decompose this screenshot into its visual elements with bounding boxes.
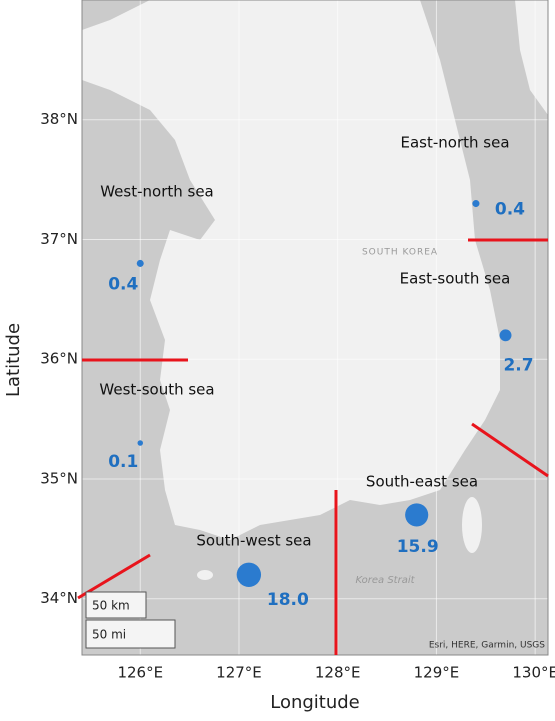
scale-label: 50 km [92,599,130,613]
value-label: 15.9 [397,537,439,557]
scale-bar [85,591,147,619]
scale-bar [85,619,176,649]
value-label: 0.4 [495,200,525,220]
bubble [137,440,144,446]
bubble [405,503,429,527]
land-japan [515,0,548,115]
boundary-line [471,422,549,478]
y-tick-label: 38°N [40,110,78,128]
basemap [82,0,548,655]
x-tick-label: 130°E [512,664,555,682]
y-tick-label: 34°N [40,589,78,607]
sea-boundaries [77,238,549,655]
y-axis-label: Latitude [3,323,24,397]
value-label: 18.0 [267,590,309,610]
x-axis-label: Longitude [270,692,360,713]
attribution: Esri, HERE, Garmin, USGS [429,641,545,651]
region-label: East-south sea [400,270,511,288]
region-label: West-south sea [99,381,214,399]
y-tick-label: 35°N [40,469,78,487]
bubble [499,329,512,342]
bubble [136,259,144,267]
value-label: 2.7 [503,355,533,375]
x-tick-label: 127°E [216,664,262,682]
region-label: West-north sea [100,183,214,201]
region-label: East-north sea [400,134,509,152]
scale-label: 50 mi [92,628,126,642]
x-tick-label: 126°E [117,664,163,682]
region-label: South-east sea [366,473,478,491]
island [197,570,213,580]
plot-frame [81,0,549,656]
value-label: 0.4 [108,274,138,294]
land [82,0,500,540]
island [462,497,482,553]
country-label: SOUTH KOREA [362,248,438,258]
bubble [236,562,262,587]
region-label: South-west sea [196,532,311,550]
strait-label: Korea Strait [355,575,415,586]
x-tick-label: 129°E [414,664,460,682]
grid [82,0,548,655]
x-tick-label: 128°E [315,664,361,682]
y-tick-label: 37°N [40,230,78,248]
y-tick-label: 36°N [40,350,78,368]
value-label: 0.1 [108,452,138,472]
bubble [472,200,480,208]
boundary-line [77,553,151,600]
